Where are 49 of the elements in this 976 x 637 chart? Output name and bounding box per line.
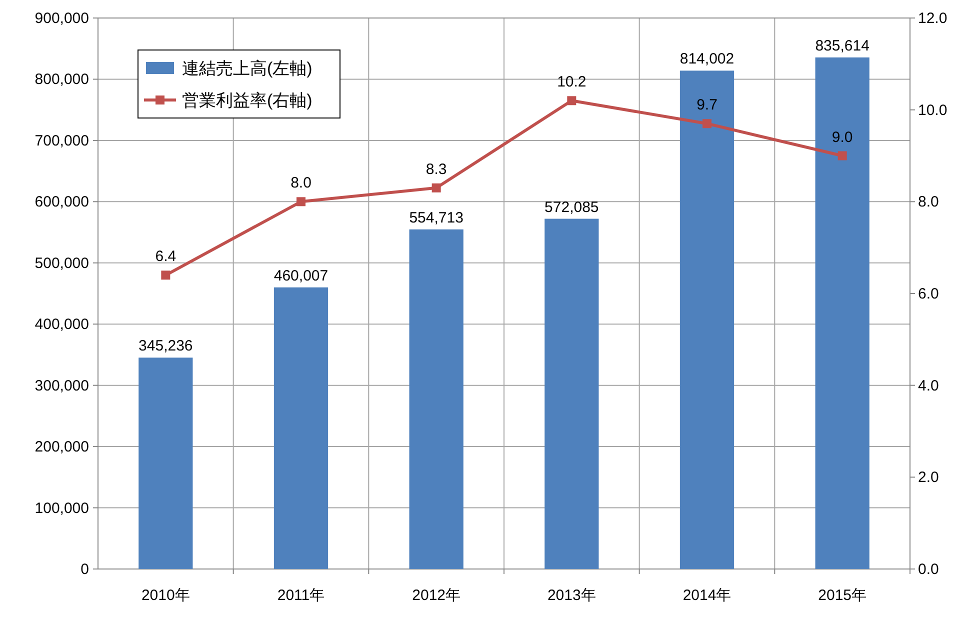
x-tick-label: 2015年 <box>818 587 867 604</box>
point <box>838 151 847 160</box>
bar <box>544 218 599 569</box>
data-label: 8.0 <box>290 174 312 192</box>
point <box>161 270 170 280</box>
x-tick-label: 2010年 <box>141 587 190 604</box>
bar <box>815 57 870 569</box>
data-label: 8.3 <box>426 160 447 178</box>
data-label: 10.2 <box>557 74 586 91</box>
y2-tick-label: 6.0 <box>918 286 939 302</box>
y-tick-label: 600,000 <box>34 194 89 211</box>
data-label: 814,002 <box>680 50 734 68</box>
x-tick-label: 2012年 <box>412 587 461 604</box>
y2-tick-label: 0.0 <box>918 561 939 578</box>
x-tick-label: 2011年 <box>277 587 325 604</box>
y-tick-label: 800,000 <box>34 71 89 88</box>
point <box>296 197 306 206</box>
bar <box>409 229 464 569</box>
data-label: 554,713 <box>409 209 464 226</box>
legend-label: 営業利益率(右軸) <box>182 91 312 110</box>
legend-label: 連結売上高(左軸) <box>182 59 312 78</box>
data-label: 835,614 <box>815 37 870 54</box>
data-label: 9.0 <box>832 128 853 146</box>
y-tick-label: 100,000 <box>34 500 89 517</box>
point <box>432 183 441 192</box>
x-tick-label: 2013年 <box>547 587 596 604</box>
y-tick-label: 0 <box>80 561 89 578</box>
y-tick-label: 900,000 <box>34 10 89 27</box>
bar <box>138 358 193 569</box>
data-label: 345,236 <box>138 338 193 355</box>
y2-tick-label: 8.0 <box>918 194 939 211</box>
bar <box>680 70 734 569</box>
y-tick-label: 700,000 <box>34 132 89 150</box>
point <box>702 119 712 128</box>
data-label: 6.4 <box>155 248 176 266</box>
y2-tick-label: 12.0 <box>918 10 948 27</box>
x-tick-label: 2014年 <box>682 587 732 604</box>
data-label: 572,085 <box>544 198 599 216</box>
data-label: 460,007 <box>274 267 328 284</box>
bar <box>274 287 328 569</box>
y-tick-label: 200,000 <box>34 438 89 456</box>
data-label: 9.7 <box>696 96 718 114</box>
y2-tick-label: 4.0 <box>918 377 939 394</box>
point <box>567 96 576 106</box>
y-tick-label: 400,000 <box>34 316 89 334</box>
y-tick-label: 300,000 <box>34 377 89 394</box>
y-tick-label: 500,000 <box>34 254 89 272</box>
y2-tick-label: 10.0 <box>918 102 948 119</box>
y2-tick-label: 2.0 <box>918 469 939 486</box>
